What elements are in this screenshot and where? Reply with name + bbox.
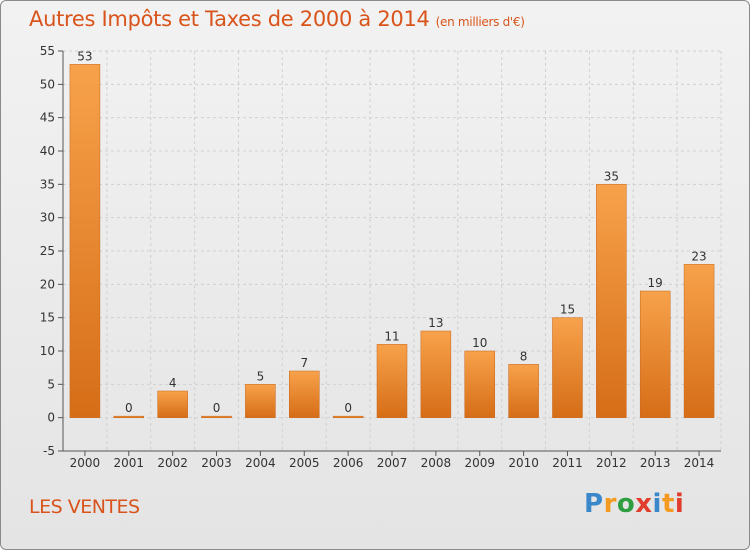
- data-label: 7: [300, 356, 308, 370]
- logo-letter: i: [674, 489, 685, 519]
- y-tick-label: 0: [47, 411, 55, 425]
- x-tick-label: 2009: [464, 456, 495, 470]
- logo-letter: P: [584, 489, 604, 519]
- x-tick-label: 2000: [70, 456, 101, 470]
- bar: [596, 184, 627, 418]
- bar: [245, 384, 276, 418]
- y-tick-label: 35: [40, 177, 55, 191]
- bar: [113, 415, 145, 418]
- y-tick-label: 20: [40, 277, 55, 291]
- data-label: 5: [257, 369, 265, 383]
- x-tick-label: 2005: [289, 456, 320, 470]
- x-tick-label: 2002: [157, 456, 188, 470]
- chart-title: Autres Impôts et Taxes de 2000 à 2014 (en…: [29, 7, 525, 31]
- data-label: 11: [384, 329, 399, 343]
- data-label: 15: [560, 303, 575, 317]
- x-tick-label: 2012: [596, 456, 627, 470]
- y-tick-label: 5: [47, 377, 55, 391]
- data-label: 19: [648, 276, 663, 290]
- y-tick-label: 10: [40, 344, 55, 358]
- y-tick-label: 15: [40, 311, 55, 325]
- x-tick-label: 2013: [640, 456, 671, 470]
- proxiti-logo: Proxiti: [584, 489, 684, 519]
- y-tick-label: 40: [40, 144, 55, 158]
- bar: [376, 344, 408, 418]
- y-tick-label: 55: [40, 44, 55, 58]
- bar: [289, 370, 320, 418]
- y-tick-label: -5: [43, 444, 55, 458]
- data-label: 8: [520, 349, 528, 363]
- bar: [332, 415, 364, 418]
- x-tick-label: 2008: [421, 456, 452, 470]
- y-tick-label: 25: [40, 244, 55, 258]
- x-tick-label: 2001: [114, 456, 145, 470]
- bar: [157, 390, 188, 418]
- data-label: 0: [213, 401, 221, 415]
- bar: [201, 415, 232, 418]
- x-tick-label: 2007: [377, 456, 408, 470]
- logo-letter: o: [616, 489, 636, 519]
- bar: [683, 264, 715, 418]
- axes: [58, 50, 721, 456]
- data-label: 13: [428, 316, 443, 330]
- data-label: 0: [344, 401, 352, 415]
- logo-letter: t: [661, 489, 675, 519]
- x-tick-label: 2011: [552, 456, 583, 470]
- commune-name: LES VENTES: [29, 496, 140, 518]
- logo-letter: i: [652, 489, 662, 519]
- chart-unit: (en milliers d'€): [435, 15, 525, 29]
- y-tick-label: 30: [40, 211, 55, 225]
- data-label: 53: [77, 49, 92, 63]
- bar: [420, 330, 452, 418]
- y-tick-label: 50: [40, 77, 55, 91]
- x-tick-label: 2006: [333, 456, 364, 470]
- logo-letter: r: [603, 489, 617, 519]
- bar: [639, 290, 671, 418]
- x-tick-label: 2010: [508, 456, 539, 470]
- y-tick-label: 45: [40, 111, 55, 125]
- data-label: 0: [125, 401, 133, 415]
- bar: [69, 64, 101, 418]
- data-label: 23: [691, 249, 706, 263]
- bars: [69, 64, 715, 418]
- data-label: 10: [472, 336, 487, 350]
- data-label: 4: [169, 376, 177, 390]
- labels: -505101520253035404550552000532001020024…: [40, 44, 715, 470]
- bar: [552, 317, 583, 418]
- x-tick-label: 2003: [201, 456, 232, 470]
- x-tick-label: 2014: [684, 456, 715, 470]
- bar: [464, 350, 495, 418]
- logo-letter: x: [635, 489, 653, 519]
- chart-title-text: Autres Impôts et Taxes de 2000 à 2014: [29, 7, 430, 31]
- data-label: 35: [604, 169, 619, 183]
- x-tick-label: 2004: [245, 456, 276, 470]
- bar: [508, 364, 539, 418]
